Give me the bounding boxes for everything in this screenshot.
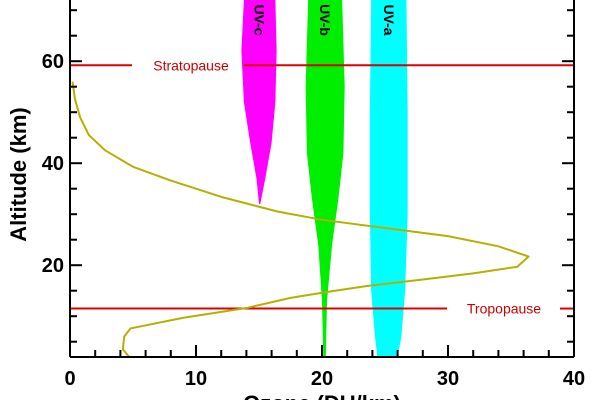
band-uv-b [305, 0, 345, 357]
x-axis-title: Ozone (DU/km) [243, 391, 401, 400]
band-label-uv-a: UV-a [381, 4, 397, 35]
band-label-uv-c: UV-c [252, 4, 268, 35]
axes: 20 40 60 0 10 20 30 40 [42, 0, 585, 390]
band-uv-c [241, 0, 277, 204]
ozone-series [71, 81, 530, 358]
reference-lines: Stratopause Tropopause [70, 57, 574, 317]
x-tick-label: 30 [437, 368, 459, 390]
band-uv-a [369, 0, 408, 357]
x-tick-label: 40 [563, 368, 585, 390]
band-label-uv-b: UV-b [317, 4, 333, 36]
y-tick-label: 60 [42, 51, 64, 73]
y-tick-label: 20 [42, 255, 64, 277]
x-tick-label: 10 [185, 368, 207, 390]
ref-label-stratopause: Stratopause [153, 57, 229, 73]
x-tick-label: 0 [64, 368, 75, 390]
y-axis-title: Altitude (km) [6, 107, 31, 241]
series-line-0 [71, 81, 530, 358]
x-tick-label: 20 [311, 368, 333, 390]
y-tick-label: 40 [42, 153, 64, 175]
ref-label-tropopause: Tropopause [467, 301, 541, 317]
uv-bands: UV-c UV-b UV-a [241, 0, 408, 357]
